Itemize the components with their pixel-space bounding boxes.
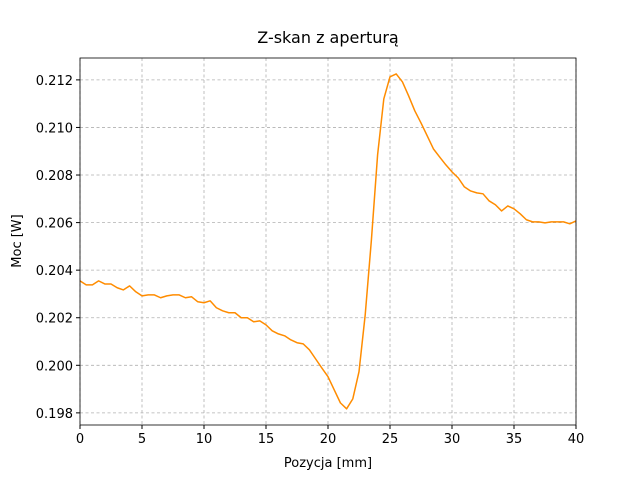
x-tick-label: 30 bbox=[444, 432, 461, 447]
y-tick-label: 0.206 bbox=[36, 217, 73, 232]
chart-title: Z-skan z aperturą bbox=[257, 28, 398, 47]
x-axis-label: Pozycja [mm] bbox=[284, 456, 372, 471]
x-tick-label: 25 bbox=[382, 432, 399, 447]
plot-frame bbox=[79, 57, 577, 426]
y-tick-label: 0.208 bbox=[36, 169, 73, 184]
x-tick-label: 35 bbox=[506, 432, 523, 447]
x-tick-label: 0 bbox=[76, 432, 84, 447]
x-tick-label: 15 bbox=[258, 432, 275, 447]
y-tick-label: 0.198 bbox=[36, 407, 73, 422]
y-tick-label: 0.202 bbox=[36, 312, 73, 327]
x-tick-label: 10 bbox=[196, 432, 213, 447]
y-tick-label: 0.210 bbox=[36, 121, 73, 136]
x-tick-label: 5 bbox=[138, 432, 146, 447]
y-tick-label: 0.212 bbox=[36, 74, 73, 89]
y-tick-label: 0.200 bbox=[36, 359, 73, 374]
y-axis-label: Moc [W] bbox=[10, 214, 25, 267]
x-tick-label: 40 bbox=[568, 432, 585, 447]
y-tick-label: 0.204 bbox=[36, 264, 73, 279]
x-tick-label: 20 bbox=[320, 432, 337, 447]
data-line bbox=[79, 73, 577, 410]
